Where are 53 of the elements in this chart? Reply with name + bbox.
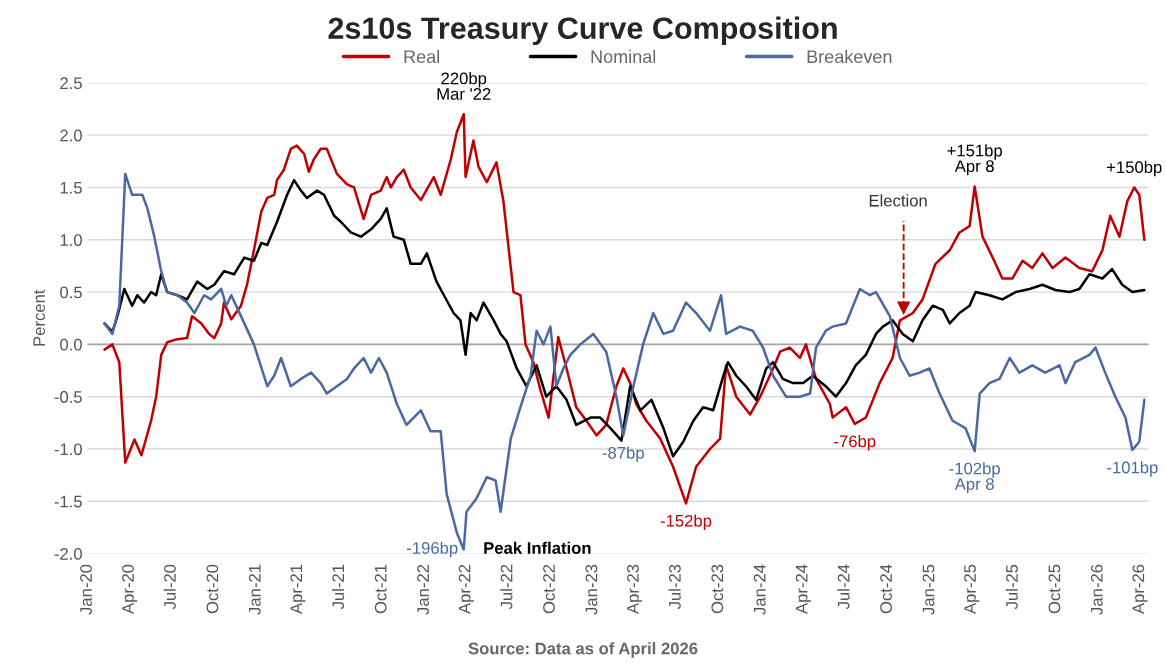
- x-tick-label: Jul-23: [668, 564, 681, 610]
- x-tick-label: Jul-20: [163, 564, 176, 610]
- x-tick-label: Jan-26: [1090, 564, 1103, 615]
- x-tick-label: Jan-22: [417, 564, 430, 615]
- y-tick-label: -0.5: [54, 391, 82, 403]
- x-tick-label: Apr-23: [627, 564, 643, 615]
- y-tick-label: -2.0: [54, 548, 82, 560]
- annotation: -87bp: [602, 446, 644, 463]
- x-tick-label: Apr-22: [458, 564, 474, 615]
- annotation: -102bp Apr 8: [949, 462, 1000, 494]
- source-note: Source: Data as of April 2026: [468, 642, 698, 658]
- x-tick-label: Jan-20: [80, 564, 92, 615]
- x-tick-label: Jan-21: [248, 564, 261, 615]
- x-tick-label: Jul-25: [1005, 564, 1018, 610]
- annotation: -76bp: [834, 435, 876, 451]
- x-tick-label: Oct-21: [374, 564, 387, 614]
- annotation: -196bp: [407, 541, 458, 558]
- y-axis-title: Percent: [33, 289, 46, 346]
- chart-title: 2s10s Treasury Curve Composition: [328, 16, 837, 46]
- x-tick-label: Jan-25: [922, 564, 935, 615]
- y-tick-label: 1.5: [60, 182, 82, 194]
- x-tick-label: Apr-26: [1132, 564, 1148, 615]
- x-tick-label: Oct-22: [543, 564, 555, 614]
- legend-label: Real: [404, 49, 439, 64]
- annotation: Peak Inflation: [484, 541, 591, 554]
- x-tick-label: Apr-21: [290, 564, 306, 615]
- x-tick-label: Apr-25: [964, 564, 980, 615]
- annotation: 220bp Mar '22: [437, 72, 491, 100]
- legend-label: Breakeven: [807, 49, 892, 64]
- x-tick-label: Oct-20: [206, 564, 219, 614]
- y-tick-label: -1.0: [54, 443, 82, 456]
- annotation: -101bp: [1107, 461, 1158, 477]
- annotation: -152bp: [660, 514, 712, 531]
- y-tick-label: -1.5: [54, 495, 82, 508]
- x-tick-label: Jan-23: [585, 564, 598, 615]
- y-tick-label: 2.5: [60, 77, 82, 90]
- x-tick-label: Oct-25: [1048, 564, 1061, 614]
- x-tick-label: Jul-24: [837, 564, 850, 610]
- y-tick-label: 0.5: [60, 286, 82, 299]
- ref-line-label: Election: [869, 194, 927, 207]
- annotation: +150bp: [1106, 160, 1162, 177]
- y-tick-label: 2.0: [60, 129, 82, 142]
- legend-label: Nominal: [591, 49, 656, 64]
- y-tick-label: 0.0: [60, 338, 82, 351]
- x-tick-label: Jul-22: [500, 564, 513, 610]
- annotation: +151bp Apr 8: [947, 144, 1003, 176]
- x-tick-label: Oct-23: [711, 564, 724, 614]
- y-tick-label: 1.0: [60, 234, 82, 246]
- x-tick-label: Oct-24: [880, 564, 892, 614]
- x-tick-label: Apr-24: [795, 564, 811, 615]
- x-tick-label: Jul-21: [331, 564, 345, 610]
- x-tick-label: Apr-20: [122, 564, 138, 615]
- x-tick-label: Jan-24: [753, 564, 766, 615]
